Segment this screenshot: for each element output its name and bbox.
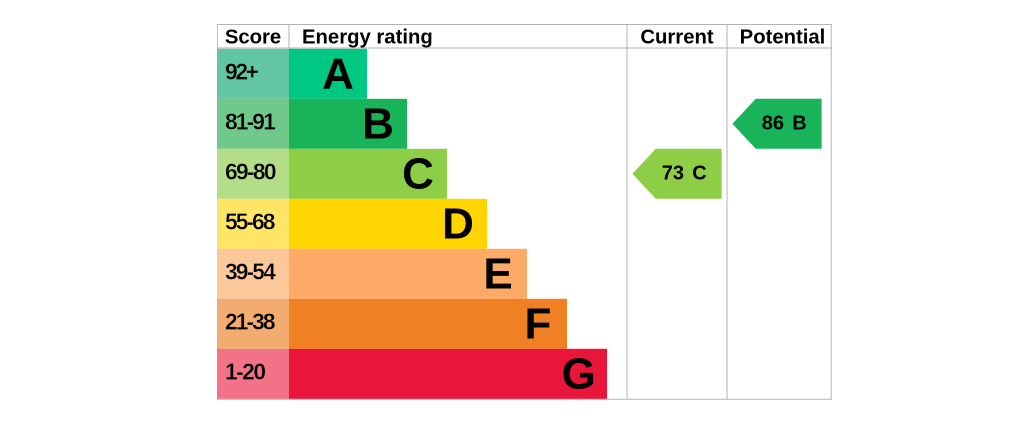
svg-text:86: 86 <box>762 113 784 135</box>
svg-text:E: E <box>483 250 512 299</box>
svg-text:Potential: Potential <box>740 27 826 49</box>
svg-text:C: C <box>692 163 706 185</box>
svg-text:G: G <box>562 350 596 399</box>
svg-text:F: F <box>525 300 552 349</box>
svg-text:B: B <box>362 100 394 149</box>
svg-text:B: B <box>792 113 806 135</box>
svg-text:39-54: 39-54 <box>225 259 276 285</box>
svg-text:69-80: 69-80 <box>225 159 277 185</box>
svg-text:73: 73 <box>662 163 684 185</box>
svg-text:Score: Score <box>225 27 281 49</box>
svg-text:55-68: 55-68 <box>225 209 275 235</box>
svg-text:D: D <box>442 200 474 249</box>
svg-text:1-20: 1-20 <box>225 359 266 385</box>
svg-text:Current: Current <box>640 27 713 49</box>
svg-text:Energy rating: Energy rating <box>302 27 433 49</box>
svg-text:A: A <box>322 50 354 99</box>
svg-text:21-38: 21-38 <box>225 309 276 335</box>
svg-text:92+: 92+ <box>225 59 259 85</box>
svg-text:C: C <box>402 150 434 199</box>
svg-text:81-91: 81-91 <box>225 109 276 135</box>
